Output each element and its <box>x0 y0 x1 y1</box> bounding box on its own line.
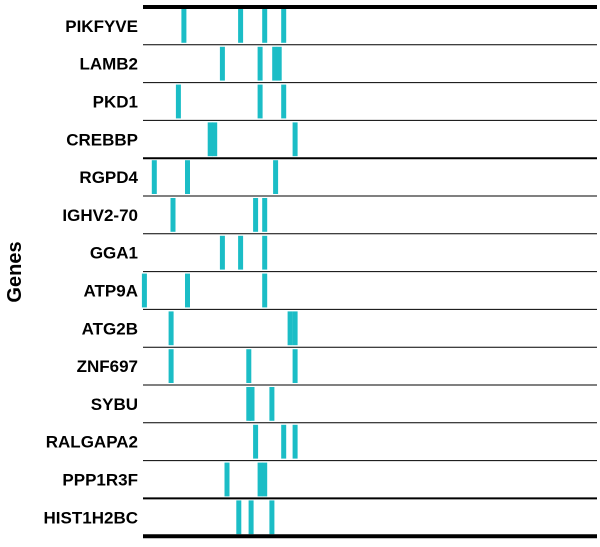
mutation-mark-hist1h2bc-2 <box>248 500 254 535</box>
mutation-mark-atg2b-3 <box>292 311 298 346</box>
mutation-mark-znf697-2 <box>246 349 252 383</box>
mutation-mark-lamb2-1 <box>219 46 225 81</box>
mutation-mark-znf697-3 <box>292 349 298 383</box>
marks-layer <box>141 9 298 535</box>
gene-label: IGHV2-70 <box>62 206 138 225</box>
mutation-mark-ralgapa2-1 <box>253 424 259 459</box>
mutation-mark-sybu-1 <box>246 387 252 421</box>
mutation-mark-pikfyve-3 <box>262 9 268 43</box>
mutation-mark-rgpd4-2 <box>185 160 190 194</box>
mutation-mark-atp9a-1 <box>141 273 147 308</box>
mutation-mark-znf697-1 <box>168 349 174 383</box>
mutation-mark-hist1h2bc-1 <box>236 500 242 535</box>
mutation-mark-pkd1-2 <box>257 84 263 119</box>
mutation-mark-rgpd4-1 <box>151 160 157 194</box>
mutation-mark-pikfyve-4 <box>281 9 287 43</box>
gene-label: RGPD4 <box>79 168 138 187</box>
mutation-mark-pkd1-1 <box>175 84 181 119</box>
mutation-mark-sybu-2 <box>249 387 255 421</box>
mutation-mark-crebbp-1 <box>207 122 213 157</box>
gene-label: HIST1H2BC <box>44 508 138 527</box>
mutation-mark-ralgapa2-2 <box>281 424 287 459</box>
y-axis-title: Genes <box>4 241 26 302</box>
mutation-mark-gga1-2 <box>238 235 244 270</box>
mutation-mark-ppp1r3f-2 <box>257 462 263 497</box>
mutation-mark-crebbp-2 <box>212 122 218 157</box>
mutation-mark-lamb2-3 <box>272 46 278 81</box>
mutation-mark-ppp1r3f-3 <box>262 462 268 497</box>
gene-label: RALGAPA2 <box>46 433 138 452</box>
gene-label: ZNF697 <box>77 357 138 376</box>
gene-label: PKD1 <box>93 93 138 112</box>
mutation-mark-atp9a-2 <box>185 273 190 308</box>
mutation-mark-atg2b-2 <box>287 311 293 346</box>
mutation-mark-ralgapa2-3 <box>292 424 298 459</box>
mutation-mark-atg2b-1 <box>168 311 174 346</box>
gene-label: ATG2B <box>82 319 138 338</box>
mutation-mark-gga1-1 <box>219 235 225 270</box>
mutation-mark-ppp1r3f-1 <box>224 462 230 497</box>
mutation-mark-sybu-3 <box>269 387 275 421</box>
mutation-mark-ighv2-70-3 <box>262 198 268 232</box>
gene-label: LAMB2 <box>79 55 138 74</box>
gene-labels-layer: PIKFYVE LAMB2 PKD1 CREBBP RGPD4 IGHV2-70 GGA1 A… <box>44 17 139 527</box>
mutation-mark-gga1-3 <box>262 235 268 270</box>
mutation-mark-pikfyve-1 <box>181 9 187 43</box>
gene-label: GGA1 <box>90 244 138 263</box>
mutation-mark-rgpd4-3 <box>273 160 279 194</box>
gene-label: ATP9A <box>84 282 138 301</box>
gene-label: SYBU <box>91 395 138 414</box>
mutation-mark-hist1h2bc-3 <box>269 500 275 535</box>
gene-label: PIKFYVE <box>65 17 138 36</box>
mutation-mark-pkd1-3 <box>281 84 287 119</box>
gene-label: PPP1R3F <box>62 471 138 490</box>
mutation-mark-ighv2-70-1 <box>170 198 176 232</box>
mutation-mark-crebbp-3 <box>292 122 298 157</box>
mutation-mark-atp9a-3 <box>262 273 268 308</box>
gene-label: CREBBP <box>66 130 138 149</box>
mutation-mark-lamb2-2 <box>257 46 263 81</box>
mutation-mark-ighv2-70-2 <box>253 198 259 232</box>
row-lines-layer <box>143 5 597 539</box>
mutation-mark-lamb2-4 <box>276 46 282 81</box>
mutation-mark-pikfyve-2 <box>238 9 244 43</box>
